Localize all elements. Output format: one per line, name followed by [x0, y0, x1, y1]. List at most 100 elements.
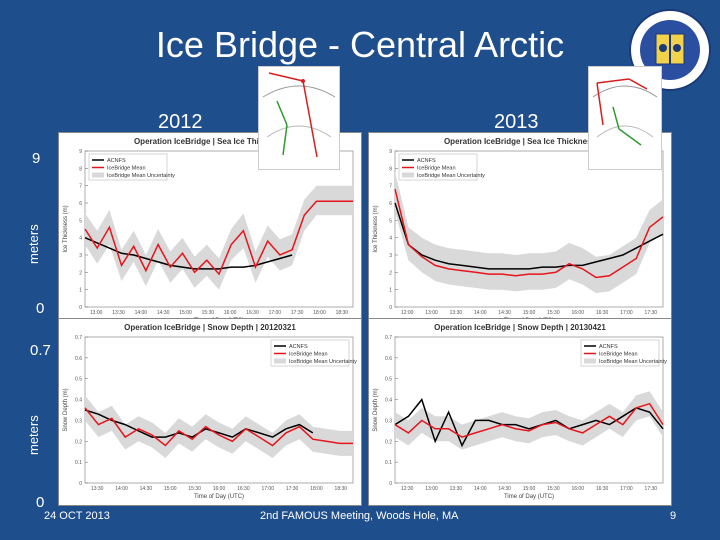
- x-tick-label-0-9: 17:30: [291, 310, 304, 316]
- y-tick-label-3-4: 0.4: [385, 398, 392, 404]
- x-tick-label-0-1: 13:30: [112, 310, 125, 316]
- x-tick-label-0-5: 15:30: [202, 310, 215, 316]
- legend-label-3-1: IceBridge Mean: [599, 352, 638, 358]
- y-tick-label-3-0: 0: [389, 481, 392, 487]
- legend-label-0-0: ACNFS: [107, 158, 126, 164]
- legend-label-0-1: IceBridge Mean: [107, 166, 146, 172]
- x-tick-label-3-10: 17:30: [645, 486, 658, 492]
- upper-unit-label: meters: [26, 224, 41, 264]
- legend-label-1-0: ACNFS: [417, 158, 436, 164]
- thickness-chart-2013: Operation IceBridge | Sea Ice Thickness 0…: [368, 132, 672, 330]
- uncertainty-band-3: [395, 391, 663, 450]
- legend-label-1-2: IceBridge Mean Uncertainty: [417, 173, 485, 179]
- upper-axis-min: 0: [36, 300, 45, 317]
- uncertainty-band-2: [85, 395, 353, 458]
- y-tick-label-0-1: 1: [79, 288, 82, 294]
- flight-track-map-2012: [258, 66, 340, 170]
- chart-title-1: Operation IceBridge | Sea Ice Thickness: [444, 137, 597, 146]
- y-axis-label-3: Snow Depth (m): [373, 388, 379, 431]
- footer-date: 24 OCT 2013: [44, 510, 110, 522]
- y-tick-label-0-5: 5: [79, 218, 82, 224]
- y-tick-label-0-2: 2: [79, 270, 82, 276]
- icebridge-mean-line-2: [84, 407, 353, 447]
- y-tick-label-3-3: 0.3: [385, 418, 392, 424]
- x-tick-label-1-0: 12:00: [401, 310, 414, 316]
- y-tick-label-0-7: 7: [79, 184, 82, 190]
- x-tick-label-0-6: 16:00: [224, 310, 237, 316]
- x-tick-label-1-9: 17:00: [620, 310, 633, 316]
- lower-axis-min: 0: [36, 494, 45, 511]
- x-tick-label-1-8: 16:30: [596, 310, 609, 316]
- x-tick-label-1-4: 14:30: [498, 310, 511, 316]
- x-tick-label-0-3: 14:30: [157, 310, 170, 316]
- x-tick-label-2-6: 16:30: [237, 486, 250, 492]
- y-tick-label-3-7: 0.7: [385, 335, 392, 341]
- x-tick-label-3-3: 14:00: [474, 486, 487, 492]
- y-axis-label-0: Ice Thickness (m): [63, 205, 69, 252]
- x-tick-label-1-6: 15:30: [547, 310, 560, 316]
- chart-title-0: Operation IceBridge | Sea Ice Thickness: [134, 137, 287, 146]
- footer-meeting: 2nd FAMOUS Meeting, Woods Hole, MA: [260, 510, 459, 522]
- legend-label-3-2: IceBridge Mean Uncertainty: [599, 359, 667, 365]
- y-tick-label-1-8: 8: [389, 166, 392, 172]
- acnfs-line-1: [394, 202, 664, 270]
- x-tick-label-0-7: 16:30: [246, 310, 259, 316]
- y-tick-label-3-1: 0.1: [385, 460, 392, 466]
- y-axis-label-1: Ice Thickness (m): [373, 205, 379, 252]
- snow-depth-chart-2013: Operation IceBridge | Snow Depth | 20130…: [368, 318, 672, 506]
- x-tick-label-2-4: 15:30: [188, 486, 201, 492]
- page-number: 9: [670, 510, 677, 522]
- y-tick-label-0-3: 3: [79, 253, 82, 259]
- lower-unit-label: meters: [26, 415, 41, 455]
- x-tick-label-1-5: 15:00: [523, 310, 536, 316]
- y-tick-label-3-2: 0.2: [385, 439, 392, 445]
- acnfs-line-3: [394, 398, 664, 448]
- y-tick-label-2-3: 0.3: [75, 418, 82, 424]
- y-tick-label-2-2: 0.2: [75, 439, 82, 445]
- snow-depth-chart-2012: Operation IceBridge | Snow Depth | 20120…: [58, 318, 362, 506]
- y-tick-label-1-2: 2: [389, 270, 392, 276]
- legend-label-2-0: ACNFS: [289, 344, 308, 350]
- x-tick-label-3-8: 16:30: [596, 486, 609, 492]
- legend-swatch-0-2: [92, 172, 104, 178]
- x-tick-label-2-1: 14:00: [115, 486, 128, 492]
- y-tick-label-0-9: 9: [79, 149, 82, 155]
- y-tick-label-2-4: 0.4: [75, 398, 82, 404]
- y-tick-label-2-1: 0.1: [75, 460, 82, 466]
- x-tick-label-3-6: 15:30: [547, 486, 560, 492]
- x-tick-label-1-1: 13:00: [425, 310, 438, 316]
- uncertainty-band-0: [85, 185, 353, 290]
- y-tick-label-0-0: 0: [79, 305, 82, 311]
- y-tick-label-2-7: 0.7: [75, 335, 82, 341]
- x-tick-label-2-2: 14:30: [140, 486, 153, 492]
- y-tick-label-3-6: 0.6: [385, 356, 392, 362]
- uncertainty-band-1: [395, 171, 663, 294]
- x-tick-label-0-11: 18:30: [336, 310, 349, 316]
- x-tick-label-3-9: 17:00: [620, 486, 633, 492]
- y-tick-label-1-1: 1: [389, 288, 392, 294]
- x-tick-label-2-7: 17:00: [261, 486, 274, 492]
- x-tick-label-1-10: 17:30: [645, 310, 658, 316]
- x-tick-label-2-8: 17:30: [286, 486, 299, 492]
- icebridge-mean-line-1: [394, 188, 664, 279]
- year-label-2013: 2013: [494, 111, 539, 133]
- x-tick-label-1-2: 13:30: [450, 310, 463, 316]
- legend-label-2-1: IceBridge Mean: [289, 352, 328, 358]
- chart-title-3: Operation IceBridge | Snow Depth | 20130…: [434, 323, 606, 332]
- y-tick-label-1-6: 6: [389, 201, 392, 207]
- y-tick-label-0-8: 8: [79, 166, 82, 172]
- x-tick-label-2-10: 18:30: [335, 486, 348, 492]
- x-tick-label-2-3: 15:00: [164, 486, 177, 492]
- slide-title: Ice Bridge - Central Arctic: [155, 24, 565, 65]
- x-tick-label-3-4: 14:30: [498, 486, 511, 492]
- year-label-2012: 2012: [158, 111, 203, 133]
- y-tick-label-1-7: 7: [389, 184, 392, 190]
- legend-swatch-2-2: [274, 358, 286, 364]
- x-tick-label-0-4: 15:00: [179, 310, 192, 316]
- legend-label-3-0: ACNFS: [599, 344, 618, 350]
- legend-swatch-1-2: [402, 172, 414, 178]
- y-tick-label-2-6: 0.6: [75, 356, 82, 362]
- y-tick-label-3-5: 0.5: [385, 377, 392, 383]
- x-axis-label-2: Time of Day (UTC): [194, 494, 244, 500]
- lower-axis-max: 0.7: [30, 342, 51, 359]
